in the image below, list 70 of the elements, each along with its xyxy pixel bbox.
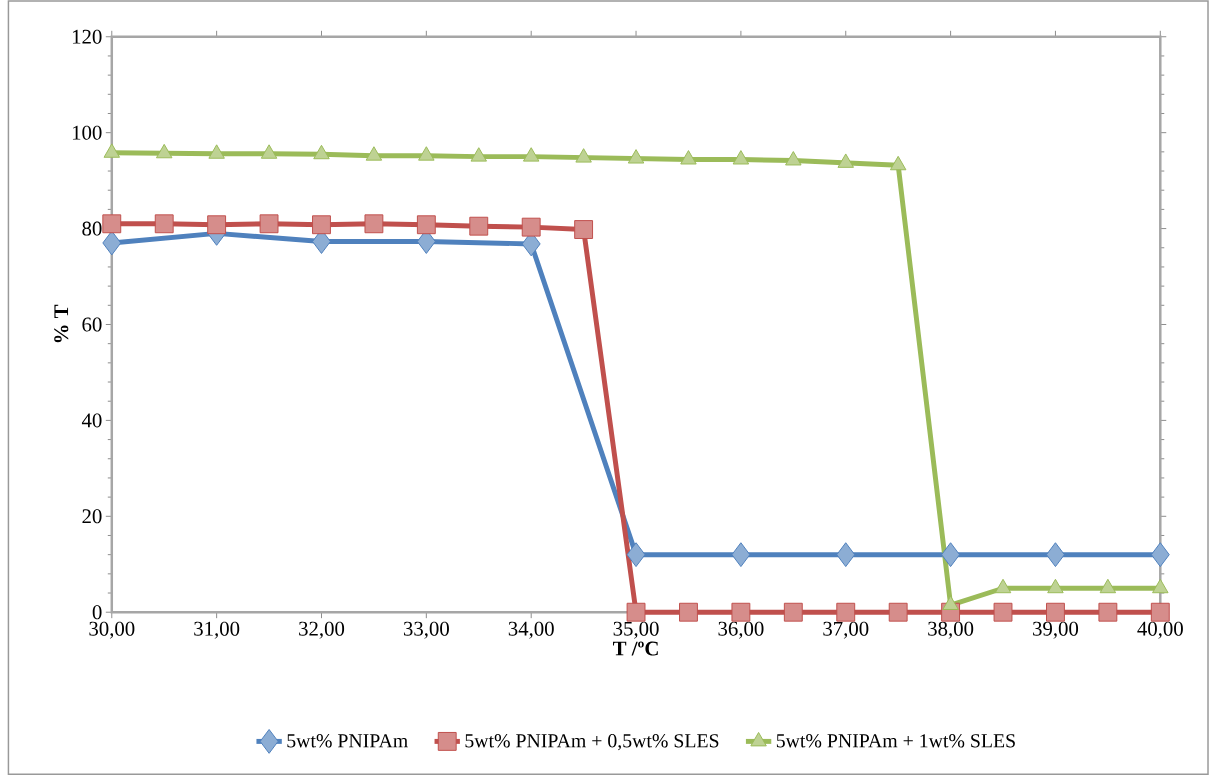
x-tick-label: 31,00 — [194, 621, 240, 639]
point — [154, 214, 174, 234]
point — [102, 214, 122, 234]
x-tick-label: 39,00 — [1033, 621, 1079, 639]
point — [836, 542, 856, 567]
x-axis-title: T /ºC — [613, 641, 658, 656]
point — [1046, 602, 1065, 622]
point — [837, 153, 854, 168]
point — [259, 214, 279, 234]
y-tick-label: 40 — [81, 413, 102, 428]
point — [626, 602, 646, 622]
x-tick-label: 35,00 — [613, 621, 659, 639]
point — [1099, 578, 1117, 594]
legend-label: 5wt% PNIPAm — [287, 733, 408, 748]
point — [1152, 578, 1169, 594]
point — [993, 602, 1013, 622]
point — [521, 217, 541, 237]
point — [103, 143, 121, 158]
point — [102, 230, 122, 256]
y-tick-label: 80 — [82, 221, 102, 236]
point — [680, 149, 697, 165]
point — [364, 214, 384, 234]
y-tick-label: 20 — [82, 509, 102, 524]
point — [941, 542, 961, 567]
point — [365, 146, 383, 161]
legend-label: 5wt% PNIPAm + 1wt% SLES — [776, 733, 1015, 748]
point — [260, 144, 278, 159]
point — [312, 215, 331, 235]
point — [418, 146, 435, 161]
point — [575, 148, 592, 163]
point — [731, 542, 751, 567]
x-tick-label: 37,00 — [823, 621, 869, 639]
point — [155, 143, 173, 159]
x-tick-label: 32,00 — [299, 621, 345, 639]
y-tick-label: 100 — [72, 125, 102, 140]
point — [731, 602, 751, 622]
point — [207, 215, 227, 235]
point — [208, 144, 225, 159]
point — [783, 602, 803, 622]
point — [469, 216, 489, 236]
point — [679, 602, 698, 622]
x-tick-label: 34,00 — [508, 621, 554, 639]
point — [836, 602, 856, 622]
point — [1046, 542, 1065, 567]
point — [732, 149, 750, 165]
y-tick-label: 0 — [92, 605, 102, 620]
y-tick-label: 120 — [72, 29, 102, 44]
point — [888, 602, 908, 622]
y-axis-title: % T — [54, 304, 69, 343]
x-tick-label: 30,00 — [89, 621, 135, 639]
point — [416, 215, 436, 235]
point — [785, 150, 802, 166]
point — [1098, 602, 1118, 622]
x-tick-label: 38,00 — [928, 621, 974, 639]
point — [313, 144, 330, 160]
y-tick-label: 60 — [82, 317, 102, 332]
x-tick-label: 33,00 — [403, 621, 449, 639]
point — [994, 578, 1012, 594]
point — [470, 147, 488, 162]
point — [627, 149, 645, 164]
point — [1150, 602, 1170, 622]
point — [1150, 542, 1170, 567]
point — [574, 220, 594, 239]
point — [889, 155, 907, 171]
point — [1047, 578, 1064, 594]
x-tick-label: 40,00 — [1137, 621, 1183, 639]
legend-label: 5wt% PNIPAm + 0,5wt% SLES — [465, 733, 719, 751]
point — [522, 147, 540, 162]
point — [626, 542, 646, 567]
x-tick-label: 36,00 — [718, 621, 764, 639]
